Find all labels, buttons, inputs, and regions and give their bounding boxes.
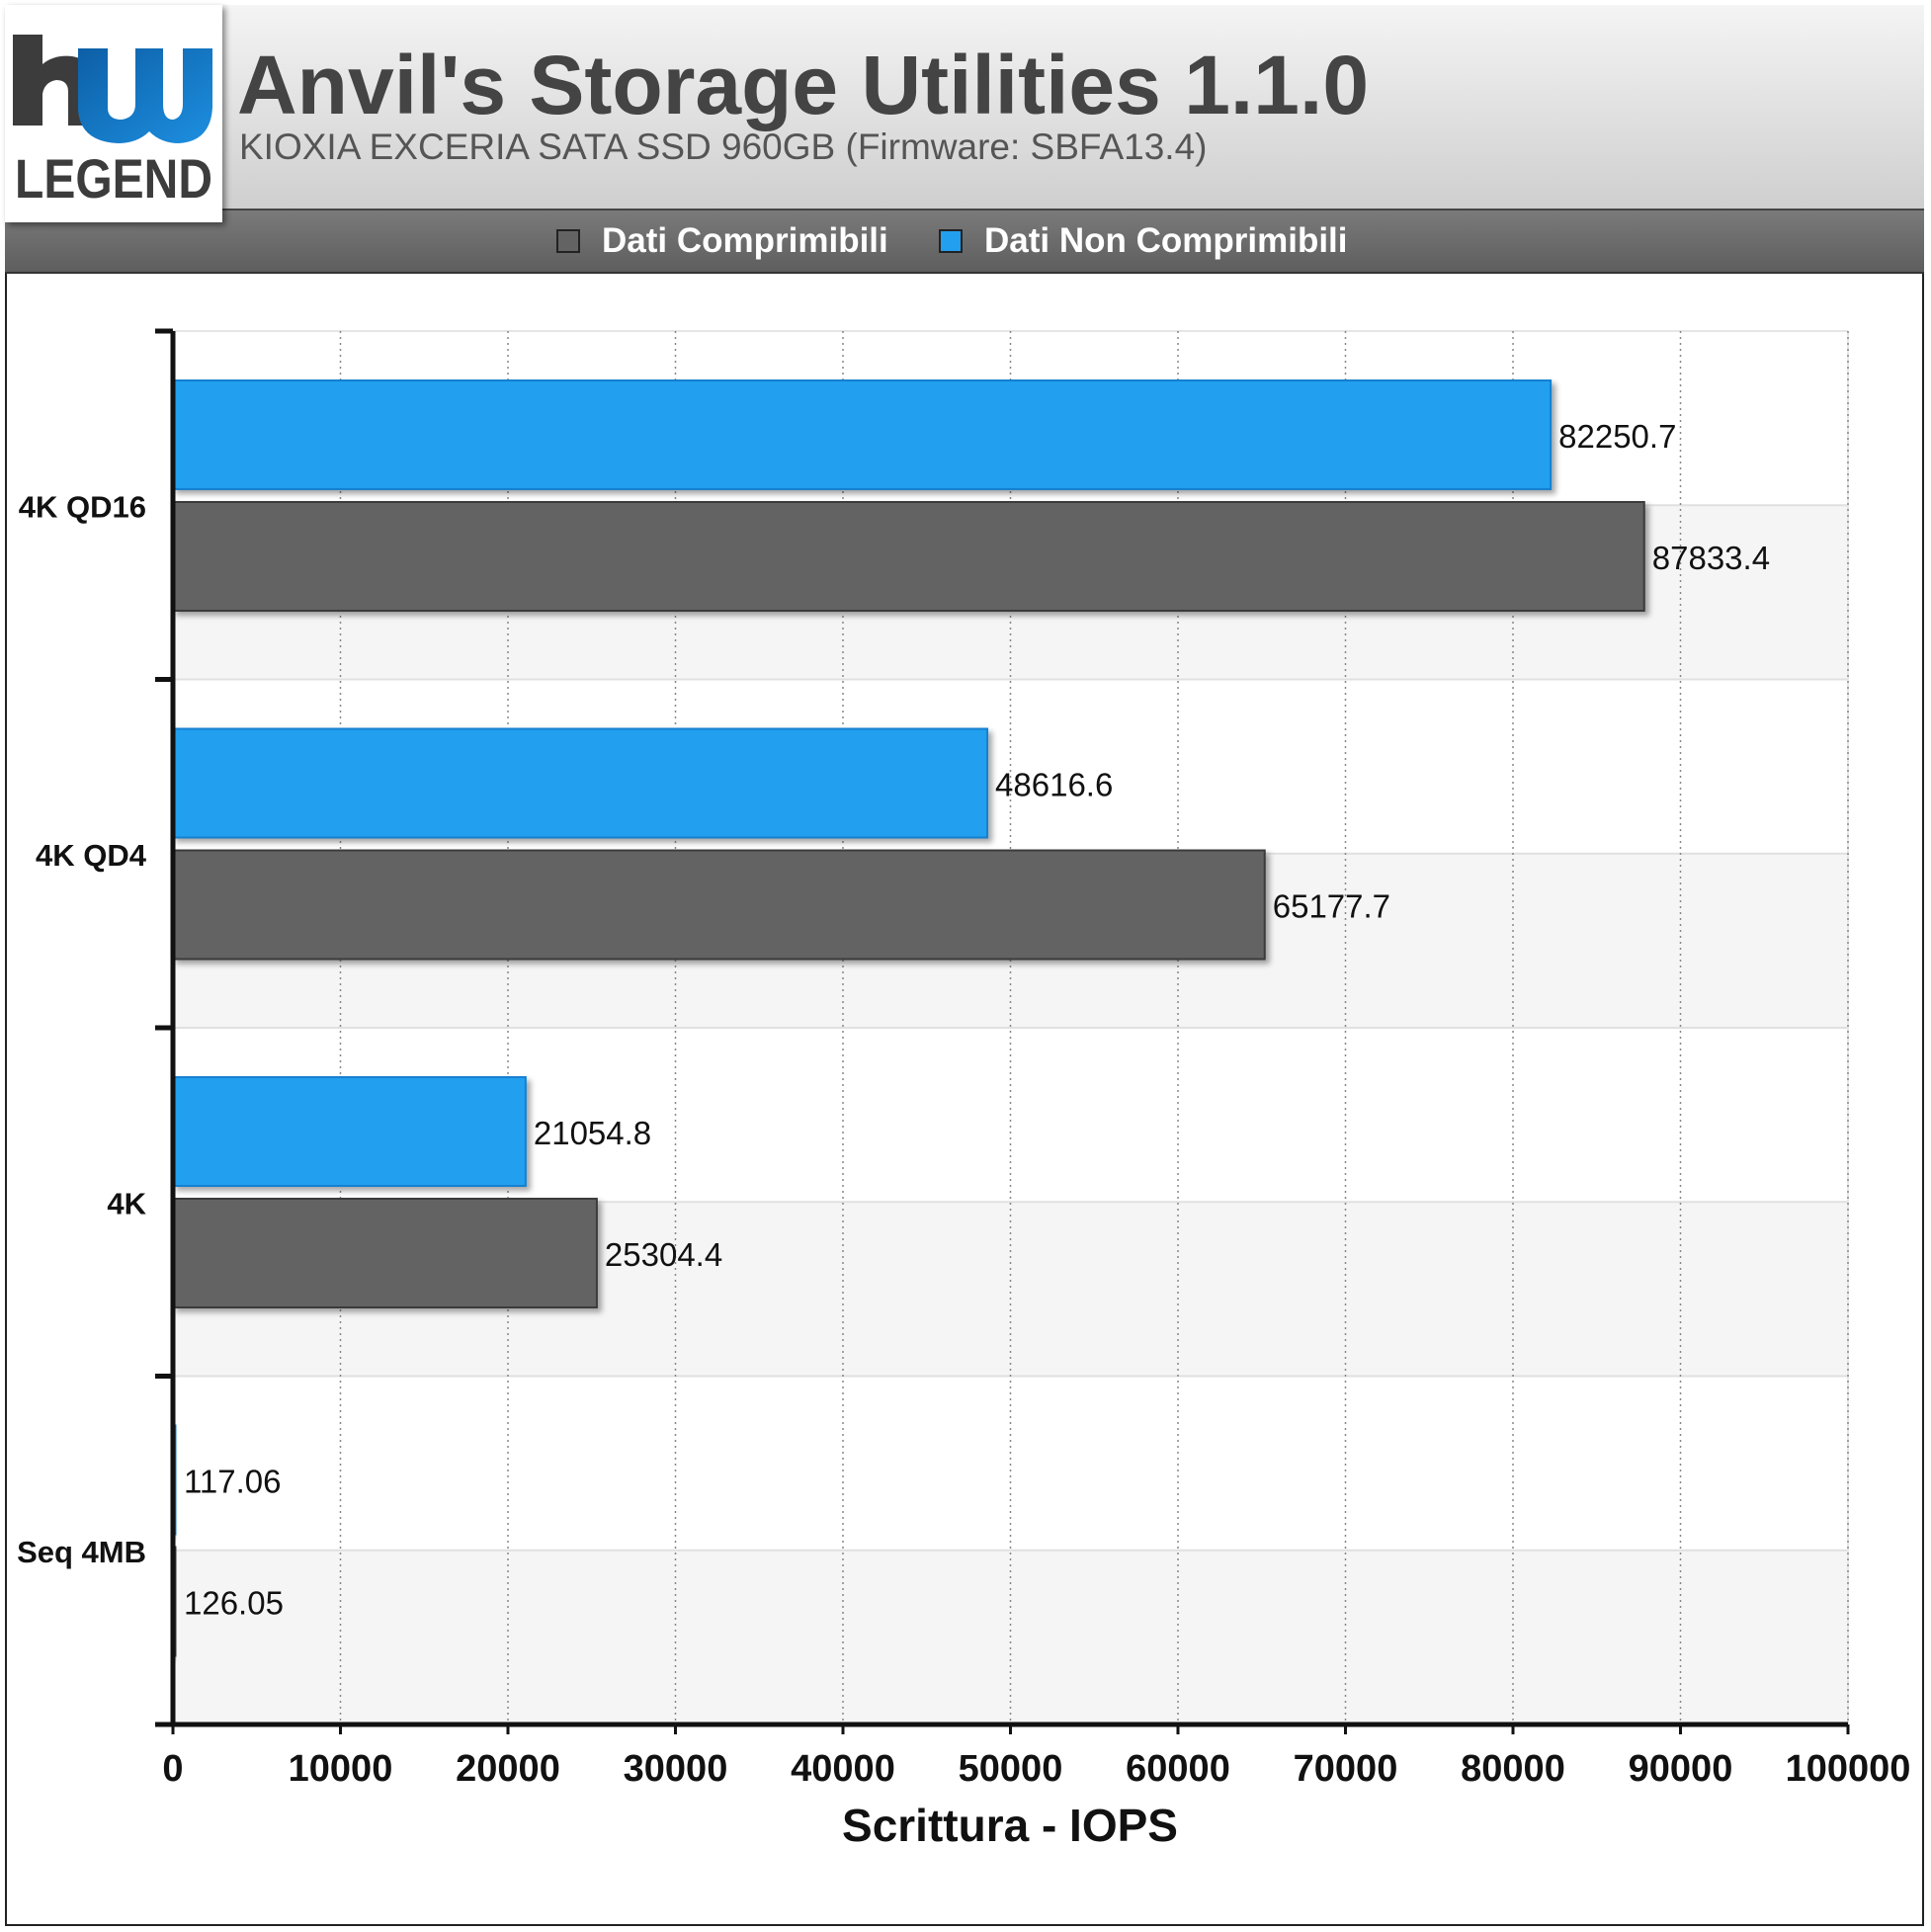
legend-item-compressible: Dati Comprimibili bbox=[556, 221, 888, 260]
logo-text: LEGEND bbox=[15, 147, 212, 210]
chart-frame bbox=[5, 5, 1924, 1926]
hwlegend-logo: LEGEND bbox=[5, 5, 222, 222]
legend-swatch-compressible bbox=[556, 229, 580, 253]
legend-item-incompressible: Dati Non Comprimibili bbox=[939, 221, 1348, 260]
chart-header bbox=[5, 5, 1924, 210]
hwlegend-logo-icon: LEGEND bbox=[13, 35, 212, 210]
legend-swatch-incompressible bbox=[939, 229, 963, 253]
legend-label-compressible: Dati Comprimibili bbox=[602, 221, 888, 260]
chart-title: Anvil's Storage Utilities 1.1.0 bbox=[237, 39, 1370, 131]
chart-subtitle: KIOXIA EXCERIA SATA SSD 960GB (Firmware:… bbox=[239, 126, 1208, 167]
legend: Dati Comprimibili Dati Non Comprimibili bbox=[5, 210, 1924, 274]
legend-label-incompressible: Dati Non Comprimibili bbox=[984, 221, 1348, 260]
